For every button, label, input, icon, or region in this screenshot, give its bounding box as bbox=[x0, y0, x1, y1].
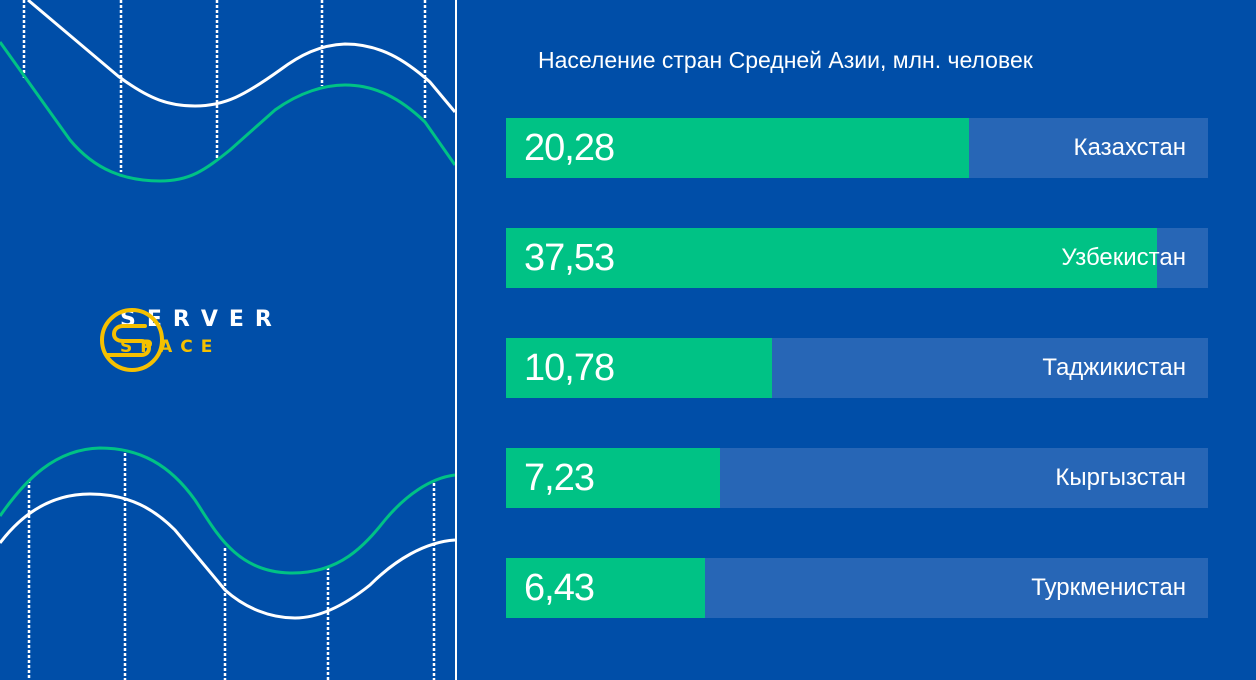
bar-row-kazakhstan: 20,28 Казахстан bbox=[506, 118, 1208, 178]
bar-label: Казахстан bbox=[1073, 134, 1186, 161]
bar-label: Туркменистан bbox=[1031, 574, 1186, 601]
bar-row-tajikistan: 10,78 Таджикистан bbox=[506, 338, 1208, 398]
bar-fill bbox=[506, 118, 969, 178]
bar-row-kyrgyzstan: 7,23 Кыргызстан bbox=[506, 448, 1208, 508]
bar-label: Кыргызстан bbox=[1055, 464, 1186, 491]
bar-row-uzbekistan: 37,53 Узбекистан bbox=[506, 228, 1208, 288]
bar-value: 10,78 bbox=[524, 347, 615, 389]
bar-fill bbox=[506, 558, 706, 618]
bar-value: 7,23 bbox=[524, 457, 595, 499]
bar-fill bbox=[506, 338, 772, 398]
decorative-panel: SERVER SPACE bbox=[0, 0, 455, 680]
bar-fill bbox=[506, 448, 720, 508]
bar-row-turkmenistan: 6,43 Туркменистан bbox=[506, 558, 1208, 618]
decorative-waves-icon bbox=[0, 0, 455, 680]
bar-value: 6,43 bbox=[524, 567, 595, 609]
bar-label: Узбекистан bbox=[1061, 244, 1186, 271]
bar-value: 20,28 bbox=[524, 127, 615, 169]
bar-fill bbox=[506, 228, 1158, 288]
panel-divider bbox=[455, 0, 457, 680]
bar-value: 37,53 bbox=[524, 237, 615, 279]
bar-label: Таджикистан bbox=[1042, 354, 1186, 381]
brand-logo: SERVER SPACE bbox=[99, 307, 283, 372]
chart-title: Население стран Средней Азии, млн. челов… bbox=[538, 47, 1033, 73]
server-space-logo-icon bbox=[100, 308, 164, 372]
